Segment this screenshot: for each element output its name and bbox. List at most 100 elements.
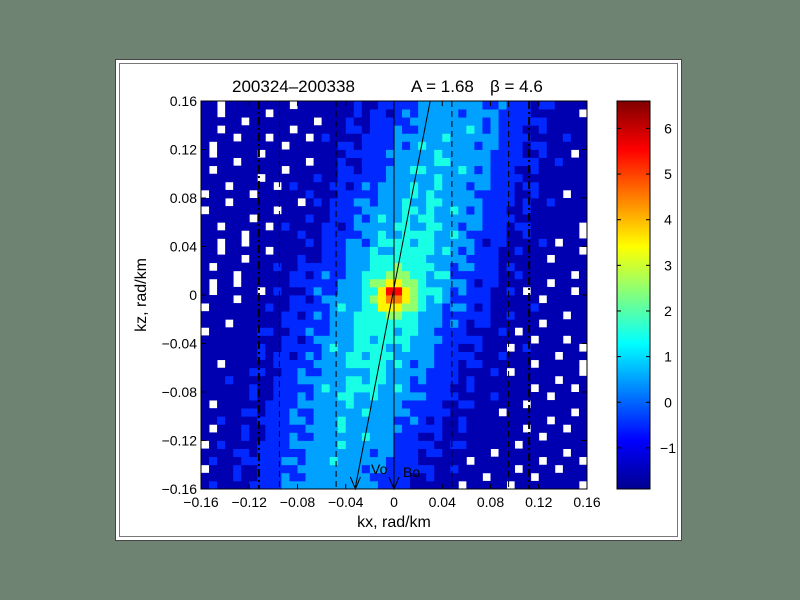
contour-cell [466, 480, 475, 489]
contour-cell [426, 133, 435, 142]
contour-cell [265, 149, 274, 158]
contour-cell [353, 173, 363, 183]
contour-cell [273, 230, 282, 239]
contour-cell [554, 392, 564, 401]
contour-cell [345, 117, 355, 126]
contour-cell [498, 464, 507, 474]
contour-cell [305, 206, 314, 215]
contour-cell [490, 157, 499, 167]
contour-cell [490, 424, 499, 433]
contour-cell [402, 157, 411, 167]
contour-cell [458, 311, 467, 320]
contour-cell [514, 351, 524, 361]
contour-cell [530, 125, 540, 134]
contour-cell [345, 440, 355, 449]
contour-cell [458, 383, 467, 393]
contour-cell [369, 109, 379, 118]
bo-label: Bo [403, 464, 420, 480]
contour-cell [418, 286, 427, 296]
contour-cell [257, 472, 266, 482]
contour-cell [458, 424, 467, 433]
contour-cell [337, 238, 347, 247]
contour-cell [217, 440, 226, 449]
contour-cell [225, 246, 234, 255]
contour-cell [273, 432, 282, 441]
contour-cell [233, 230, 242, 239]
contour-cell [353, 367, 363, 377]
contour-cell [554, 408, 564, 417]
contour-cell [426, 359, 435, 369]
contour-cell [482, 359, 491, 369]
contour-cell [281, 262, 290, 272]
contour-cell [369, 335, 379, 344]
contour-cell [522, 295, 532, 304]
contour-cell [434, 311, 443, 320]
contour-cell [474, 456, 483, 466]
contour-cell [385, 432, 395, 441]
contour-cell [377, 367, 387, 377]
contour-cell [329, 157, 339, 167]
contour-cell [321, 109, 331, 118]
contour-cell [458, 343, 467, 352]
contour-cell [514, 319, 524, 328]
contour-cell [434, 173, 443, 183]
contour-cell [490, 238, 499, 247]
contour-cell [249, 472, 258, 482]
contour-cell [209, 222, 218, 231]
contour-cell [369, 206, 379, 215]
contour-cell [426, 181, 435, 191]
contour-cell [321, 270, 331, 280]
contour-cell [434, 181, 443, 191]
contour-cell [385, 198, 395, 207]
contour-cell [233, 424, 242, 433]
contour-cell [514, 165, 524, 175]
contour-cell [281, 303, 290, 312]
contour-cell [554, 133, 564, 142]
contour-cell [305, 464, 314, 474]
contour-cell [498, 343, 507, 352]
contour-cell [201, 359, 210, 369]
contour-cell [201, 133, 210, 142]
contour-cell [281, 149, 290, 158]
contour-cell [562, 125, 572, 134]
contour-cell [402, 125, 411, 134]
contour-cell [498, 125, 507, 134]
contour-cell [377, 117, 387, 126]
contour-cell [490, 335, 499, 344]
contour-cell [345, 222, 355, 231]
contour-cell [402, 270, 411, 280]
contour-cell [257, 133, 266, 142]
contour-cell [402, 383, 411, 393]
contour-cell [426, 262, 435, 272]
contour-cell [498, 117, 507, 126]
contour-cell [297, 214, 306, 223]
contour-cell [345, 278, 355, 288]
contour-cell [313, 480, 323, 489]
chart-param-beta: β = 4.6 [490, 77, 543, 96]
contour-cell [426, 198, 435, 207]
contour-cell [538, 198, 548, 207]
contour-cell [289, 270, 298, 280]
y-axis-label: kz, rad/km [133, 258, 150, 332]
contour-cell [418, 278, 427, 288]
contour-cell [506, 400, 516, 409]
contour-cell [554, 189, 564, 199]
contour-cell [249, 408, 258, 417]
contour-cell [394, 278, 403, 288]
contour-cell [313, 359, 323, 369]
contour-cell [442, 472, 451, 482]
contour-cell [257, 456, 266, 466]
contour-cell [385, 400, 395, 409]
contour-cell [225, 262, 234, 272]
contour-cell [498, 214, 507, 223]
contour-cell [345, 472, 355, 482]
contour-cell [273, 424, 282, 433]
contour-cell [201, 222, 210, 231]
contour-cell [345, 448, 355, 458]
contour-cell [498, 270, 507, 280]
contour-cell [377, 424, 387, 433]
contour-cell [554, 101, 564, 110]
contour-cell [474, 392, 483, 401]
contour-cell [466, 464, 475, 474]
contour-cell [385, 343, 395, 352]
